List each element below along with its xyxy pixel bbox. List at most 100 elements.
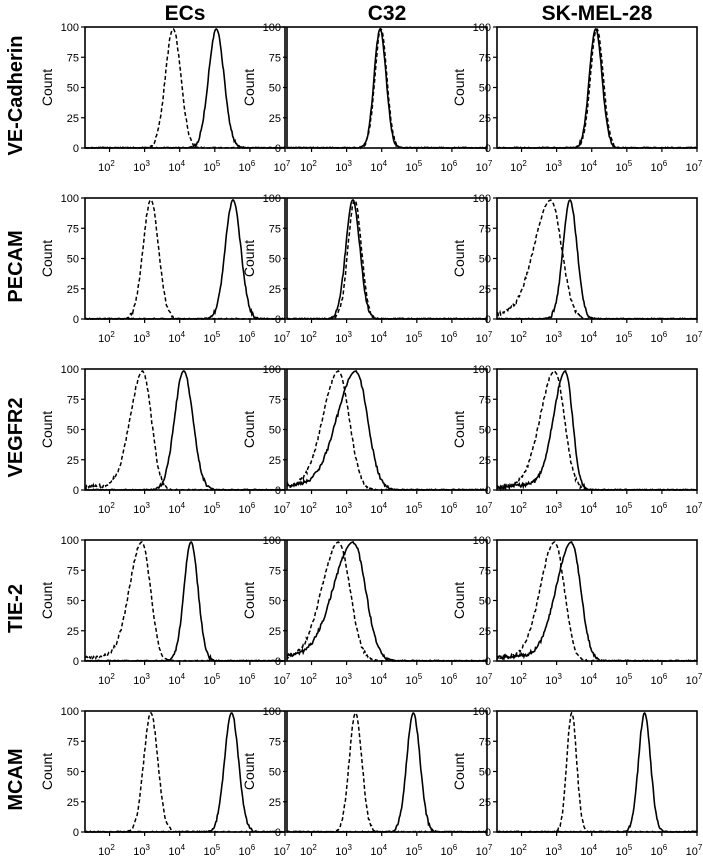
y-tick-label: 0 bbox=[73, 656, 79, 668]
x-tick-label: 105 bbox=[203, 843, 220, 857]
y-tick-label: 0 bbox=[485, 485, 491, 497]
panel-tie-2-sk-mel-28: 0 25 50 75 100 Count 102 103 104 105 106 107 bbox=[451, 535, 703, 687]
x-tick-label: 107 bbox=[686, 501, 703, 516]
x-tick-label: 104 bbox=[168, 501, 185, 516]
y-tick-label: 100 bbox=[263, 193, 281, 205]
panel-pecam-c32: 0 25 50 75 100 Count 102 103 104 105 106 107 bbox=[241, 193, 493, 345]
y-tick-label: 25 bbox=[479, 113, 491, 125]
panel-frame bbox=[496, 368, 698, 491]
x-tick-label: 103 bbox=[335, 501, 352, 516]
x-tick-label: 102 bbox=[98, 672, 115, 687]
column-header-ecs: ECs bbox=[165, 2, 206, 25]
x-tick-label: 107 bbox=[476, 159, 493, 174]
y-tick-label: 50 bbox=[479, 425, 491, 437]
panel-tie-2-ecs: 0 25 50 75 100 Count 102 103 104 105 106 107 bbox=[39, 535, 291, 687]
y-tick-label: 75 bbox=[269, 736, 281, 748]
panel-frame bbox=[496, 710, 698, 833]
y-tick-label: 0 bbox=[275, 827, 281, 839]
stained-histogram bbox=[84, 540, 286, 662]
x-tick-label: 103 bbox=[545, 843, 562, 857]
x-tick-label: 102 bbox=[510, 843, 527, 857]
x-tick-label: 103 bbox=[335, 159, 352, 174]
y-tick-label: 25 bbox=[269, 455, 281, 467]
y-tick-label: 100 bbox=[473, 22, 491, 34]
stained-histogram bbox=[85, 712, 286, 834]
y-tick-label: 0 bbox=[275, 485, 281, 497]
x-tick-label: 106 bbox=[441, 672, 458, 687]
x-tick-label: 103 bbox=[133, 843, 150, 857]
x-tick-label: 107 bbox=[274, 843, 291, 857]
x-tick-label: 104 bbox=[370, 672, 387, 687]
y-tick-label: 100 bbox=[263, 706, 281, 718]
y-tick-label: 0 bbox=[275, 143, 281, 155]
panel-frame bbox=[286, 197, 488, 320]
x-tick-label: 104 bbox=[580, 843, 597, 857]
y-tick-label: 75 bbox=[479, 223, 491, 235]
x-tick-label: 106 bbox=[239, 672, 256, 687]
x-tick-label: 107 bbox=[476, 843, 493, 857]
y-tick-label: 100 bbox=[473, 193, 491, 205]
x-tick-label: 105 bbox=[405, 501, 422, 516]
x-tick-label: 102 bbox=[98, 501, 115, 516]
x-tick-label: 107 bbox=[476, 501, 493, 516]
y-tick-label: 25 bbox=[479, 284, 491, 296]
panel-frame bbox=[496, 539, 698, 662]
y-tick-label: 50 bbox=[67, 83, 79, 95]
x-tick-label: 107 bbox=[686, 843, 703, 857]
x-tick-label: 107 bbox=[274, 501, 291, 516]
y-tick-label: 25 bbox=[67, 284, 79, 296]
panel-ve-cadherin-sk-mel-28: 0 25 50 75 100 Count 102 103 104 105 106 107 bbox=[451, 22, 703, 174]
y-tick-label: 50 bbox=[67, 425, 79, 437]
x-tick-label: 105 bbox=[203, 672, 220, 687]
x-tick-label: 103 bbox=[335, 843, 352, 857]
x-tick-label: 107 bbox=[274, 159, 291, 174]
y-tick-label: 25 bbox=[269, 284, 281, 296]
x-tick-label: 103 bbox=[133, 159, 150, 174]
y-tick-label: 100 bbox=[61, 364, 79, 376]
x-tick-label: 107 bbox=[274, 330, 291, 345]
x-tick-label: 102 bbox=[98, 843, 115, 857]
x-tick-label: 106 bbox=[239, 501, 256, 516]
x-tick-label: 106 bbox=[441, 501, 458, 516]
panel-frame bbox=[84, 710, 286, 833]
y-axis-label: Count bbox=[39, 753, 55, 790]
row-label-pecam: PECAM bbox=[5, 230, 27, 302]
x-tick-label: 104 bbox=[580, 501, 597, 516]
stained-histogram bbox=[497, 198, 698, 321]
y-tick-label: 25 bbox=[479, 626, 491, 638]
y-axis-label: Count bbox=[241, 69, 257, 106]
y-tick-label: 75 bbox=[479, 52, 491, 64]
panel-frame bbox=[496, 197, 698, 320]
y-tick-label: 25 bbox=[479, 797, 491, 809]
y-tick-label: 100 bbox=[61, 22, 79, 34]
x-tick-label: 103 bbox=[133, 501, 150, 516]
y-tick-label: 0 bbox=[73, 827, 79, 839]
y-tick-label: 25 bbox=[67, 455, 79, 467]
panel-pecam-ecs: 0 25 50 75 100 Count 102 103 104 105 106 107 bbox=[39, 193, 291, 345]
x-tick-label: 103 bbox=[545, 159, 562, 174]
stained-histogram bbox=[497, 711, 697, 834]
x-tick-label: 107 bbox=[476, 672, 493, 687]
x-tick-label: 102 bbox=[300, 501, 317, 516]
x-tick-label: 104 bbox=[370, 330, 387, 345]
y-tick-label: 0 bbox=[73, 314, 79, 326]
panel-ve-cadherin-c32: 0 25 50 75 100 Count 102 103 104 105 106 107 bbox=[241, 22, 493, 174]
x-tick-label: 105 bbox=[203, 159, 220, 174]
y-tick-label: 25 bbox=[269, 797, 281, 809]
y-tick-label: 100 bbox=[263, 22, 281, 34]
y-tick-label: 50 bbox=[67, 596, 79, 608]
y-tick-label: 50 bbox=[479, 83, 491, 95]
y-tick-label: 75 bbox=[67, 736, 79, 748]
x-tick-label: 106 bbox=[441, 843, 458, 857]
x-tick-label: 105 bbox=[615, 501, 632, 516]
y-tick-label: 50 bbox=[269, 596, 281, 608]
x-tick-label: 104 bbox=[370, 501, 387, 516]
y-tick-label: 50 bbox=[269, 254, 281, 266]
y-tick-label: 75 bbox=[67, 223, 79, 235]
stained-histogram bbox=[286, 27, 488, 150]
x-tick-label: 102 bbox=[510, 501, 527, 516]
y-tick-label: 100 bbox=[61, 535, 79, 547]
stained-histogram bbox=[286, 711, 488, 834]
x-tick-label: 106 bbox=[651, 501, 668, 516]
y-axis-label: Count bbox=[39, 582, 55, 619]
